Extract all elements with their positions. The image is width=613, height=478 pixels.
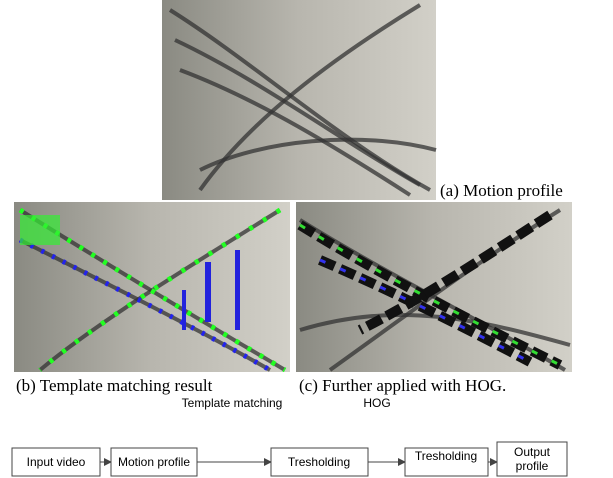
node-label-wrap: Output profile [497, 442, 567, 476]
node-label: Tresholding [288, 455, 350, 469]
caption: (a) Motion profile [440, 181, 563, 200]
image-hog [296, 202, 572, 372]
node-label: Motion profile [118, 455, 190, 469]
figure: (a) Motion profile (b) Template matching… [0, 0, 613, 478]
edge-label: Template matching [182, 396, 283, 410]
image-template-matching [14, 202, 290, 372]
caption: (b) Template matching result [16, 376, 213, 395]
node-label: Output profile [497, 442, 567, 473]
node-label: Tresholding [415, 449, 477, 463]
flowchart: Input video Motion profile Template matc… [12, 396, 567, 476]
image-motion-profile [162, 0, 436, 200]
node-label: Input video [27, 455, 86, 469]
edge-label: HOG [363, 396, 390, 410]
caption: (c) Further applied with HOG. [299, 376, 506, 395]
